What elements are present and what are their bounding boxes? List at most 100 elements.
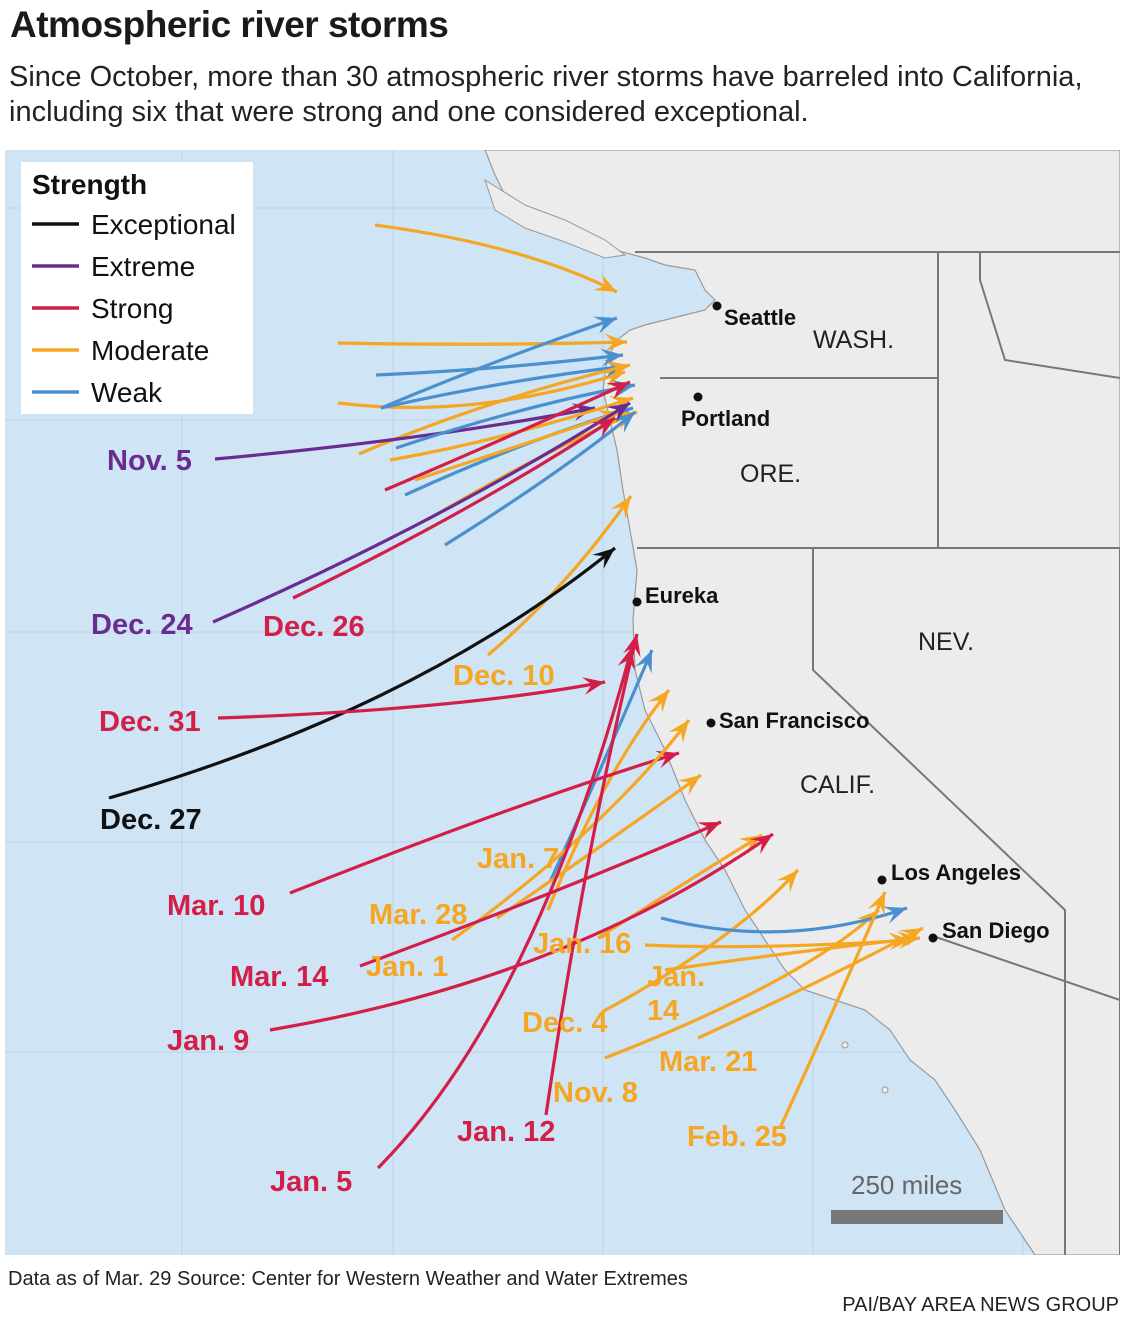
storm-arrow-path: [359, 820, 722, 968]
storm-label: Mar. 14: [230, 961, 328, 993]
eureka-dot: [632, 597, 642, 607]
san-francisco-dot: [706, 718, 716, 728]
storm-label: Dec. 27: [100, 804, 202, 836]
storm-arrow-head: [600, 348, 623, 367]
island: [484, 178, 627, 259]
storm-label: 14: [647, 995, 679, 1027]
storm-label: Jan. 12: [457, 1116, 555, 1148]
credit-line: PAI/BAY AREA NEWS GROUP: [842, 1294, 1119, 1316]
storm-arrow-head: [617, 647, 636, 671]
storm-arrow-path: [212, 401, 631, 624]
city-label-portland: Portland: [681, 406, 770, 431]
storm-arrow-head: [597, 410, 621, 428]
storm-arrow-path: [217, 680, 606, 720]
city-label-san-diego: San Diego: [942, 918, 1050, 943]
storm-arrow-path: [214, 406, 596, 461]
storm-arrow-head: [883, 906, 907, 924]
legend-item-strong: Strong: [91, 293, 174, 324]
storm-arrow-path: [269, 832, 774, 1032]
storm-label: Dec. 10: [453, 660, 555, 692]
storm-arrow-head: [648, 690, 669, 713]
storm-label: Mar. 10: [167, 890, 265, 922]
storm-label: Dec. 26: [263, 611, 365, 643]
storm-label: Dec. 24: [91, 609, 193, 641]
storm-arrow-path: [337, 340, 628, 346]
state-label-california: CALIF.: [800, 771, 875, 799]
storm-arrow-head: [668, 720, 689, 743]
storm-arrow-path: [374, 223, 618, 294]
legend-item-exceptional: Exceptional: [91, 209, 236, 240]
storm-label: Feb. 25: [687, 1121, 787, 1153]
storm-label: Mar. 28: [369, 899, 467, 931]
city-label-los-angeles: Los Angeles: [891, 860, 1021, 885]
storm-arrow-path: [375, 353, 624, 377]
city-label-san-francisco: San Francisco: [719, 708, 869, 733]
storm-arrow-head: [606, 361, 630, 379]
storm-labels: Nov. 5 Dec. 24 Dec. 26 Dec. 10 Dec. 31 D…: [91, 445, 787, 1198]
storm-arrow-path: [289, 751, 680, 895]
storm-arrow-head: [593, 316, 617, 334]
los-angeles-dot: [877, 875, 887, 885]
storm-arrow-head: [581, 677, 605, 695]
state-label-washington: WASH.: [813, 326, 894, 354]
storm-arrow-head: [623, 634, 641, 658]
storm-arrow-path: [389, 396, 634, 462]
storm-arrow-head: [867, 892, 885, 916]
storm-arrow-head: [604, 333, 627, 352]
state-borders: [635, 251, 1120, 1255]
storm-arrows: [108, 223, 924, 1170]
storm-arrow-path: [384, 380, 631, 492]
storm-label: Jan. 5: [270, 1166, 352, 1198]
scale-bar-label: 250 miles: [851, 1170, 962, 1200]
storm-arrow-path: [376, 646, 634, 1170]
storm-arrow-path: [380, 364, 628, 410]
storm-arrow-path: [108, 546, 617, 800]
page-subtitle: Since October, more than 30 atmospheric …: [9, 61, 1083, 128]
portland-dot: [693, 392, 703, 402]
storm-arrow-path: [604, 908, 881, 1060]
land: [484, 150, 1120, 1255]
storm-arrow-path: [414, 410, 622, 482]
storm-arrow-path: [660, 906, 908, 934]
state-label-oregon: ORE.: [740, 460, 801, 488]
storm-arrow-path: [486, 495, 633, 657]
storm-arrow-head: [601, 370, 625, 388]
storm-label: Nov. 8: [553, 1077, 638, 1109]
storm-arrow-head: [776, 870, 798, 893]
scale-bar: [831, 1210, 1003, 1224]
storm-arrow-path: [778, 891, 887, 1129]
storm-arrow-path: [380, 316, 618, 410]
legend-item-moderate: Moderate: [91, 335, 209, 366]
storm-arrow-head: [697, 822, 721, 840]
city-label-seattle: Seattle: [724, 305, 796, 330]
storm-arrow-path: [544, 633, 639, 1116]
storm-arrow-head: [749, 834, 773, 855]
storm-arrow-path: [444, 410, 637, 547]
storm-arrow-path: [546, 689, 671, 911]
city-label-eureka: Eureka: [645, 583, 719, 608]
storm-label: Jan.: [647, 961, 705, 993]
storm-arrow-head: [610, 496, 631, 520]
storm-arrow-path: [395, 383, 636, 450]
storm-arrow-head: [606, 403, 630, 423]
source-note: Data as of Mar. 29 Source: Center for We…: [8, 1268, 688, 1290]
seattle-dot: [712, 301, 722, 311]
storm-arrow-head: [635, 650, 652, 674]
storm-label: Jan. 7: [477, 843, 559, 875]
storm-arrow-head: [677, 775, 701, 796]
storm-label: Dec. 31: [99, 706, 201, 738]
storm-arrow-head: [606, 382, 630, 400]
storm-map: Seattle Portland Eureka San Francisco Lo…: [5, 150, 1120, 1255]
storm-arrow-head: [591, 418, 615, 438]
legend: Strength Exceptional Extreme Strong Mode…: [21, 162, 253, 414]
storm-label: Jan. 16: [533, 928, 631, 960]
city-markers: [632, 301, 938, 943]
storm-arrow-path: [664, 936, 921, 972]
storm-arrow-head: [897, 931, 920, 950]
storm-arrow-path: [292, 416, 616, 600]
storm-arrow-path: [451, 719, 691, 942]
storm-arrow-path: [601, 868, 800, 1014]
storm-arrow-head: [592, 548, 615, 569]
san-diego-dot: [928, 933, 938, 943]
storm-label: Jan. 1: [366, 951, 448, 983]
